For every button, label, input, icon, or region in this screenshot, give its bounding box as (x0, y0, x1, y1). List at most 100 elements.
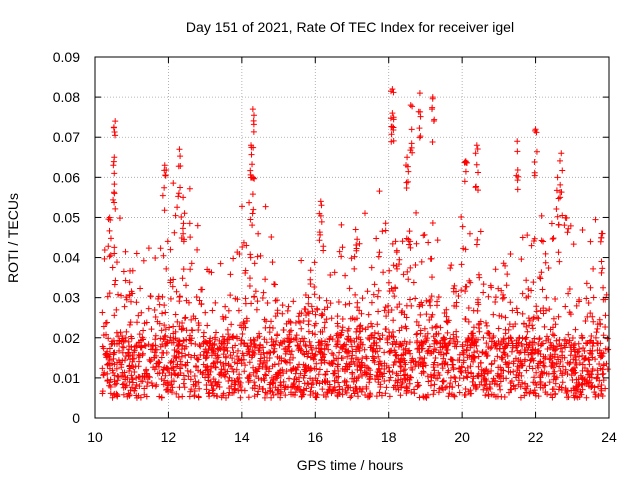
data-point (225, 307, 232, 314)
data-point (303, 348, 310, 355)
data-point (196, 385, 203, 392)
data-point (196, 297, 203, 304)
data-point (425, 378, 432, 385)
data-point (365, 311, 372, 318)
data-point (175, 342, 182, 349)
data-point (368, 264, 375, 271)
data-point (143, 370, 150, 377)
data-point (102, 320, 109, 327)
data-point (446, 383, 453, 390)
data-point (514, 138, 521, 145)
data-point (145, 245, 152, 252)
data-point (367, 367, 374, 374)
data-point (550, 346, 557, 353)
data-point (127, 298, 134, 305)
data-point (175, 371, 182, 378)
data-point (159, 192, 166, 199)
data-point (359, 385, 366, 392)
data-point (366, 336, 373, 343)
data-point (406, 241, 413, 248)
data-point (342, 272, 349, 279)
data-point (470, 324, 477, 331)
data-point (103, 319, 110, 326)
data-point (451, 343, 458, 350)
data-point (183, 327, 190, 334)
data-point (427, 302, 434, 309)
data-point (404, 163, 411, 170)
data-point (570, 356, 577, 363)
data-point (524, 328, 531, 335)
data-point (495, 325, 502, 332)
data-point (125, 350, 132, 357)
data-point (529, 355, 536, 362)
data-point (396, 327, 403, 334)
data-point (152, 255, 159, 262)
data-point (245, 394, 252, 401)
data-point (539, 286, 546, 293)
data-point (338, 221, 345, 228)
data-point (551, 332, 558, 339)
data-point (133, 299, 140, 306)
data-point (297, 319, 304, 326)
data-point (307, 267, 314, 274)
data-point (233, 366, 240, 373)
data-point (164, 386, 171, 393)
data-point (210, 386, 217, 393)
data-point (137, 394, 144, 401)
data-point (382, 390, 389, 397)
data-point (572, 369, 579, 376)
data-point (401, 366, 408, 373)
data-point (473, 183, 480, 190)
data-point (600, 370, 607, 377)
data-point (561, 222, 568, 229)
x-tick-label: 22 (528, 429, 544, 445)
data-point (273, 297, 280, 304)
data-point (176, 365, 183, 372)
data-point (260, 359, 267, 366)
data-point (519, 379, 526, 386)
data-point (238, 387, 245, 394)
data-point (302, 342, 309, 349)
data-point (274, 374, 281, 381)
data-point (278, 390, 285, 397)
data-point (122, 248, 129, 255)
data-point (346, 285, 353, 292)
data-point (516, 369, 523, 376)
data-point (249, 191, 256, 198)
data-point (115, 291, 122, 298)
data-point (100, 323, 107, 330)
data-point (390, 89, 397, 96)
data-point (220, 360, 227, 367)
data-point (245, 346, 252, 353)
data-point (559, 372, 566, 379)
data-point (480, 281, 487, 288)
data-point (552, 321, 559, 328)
data-point (226, 389, 233, 396)
data-point (351, 253, 358, 260)
data-point (504, 352, 511, 359)
data-point (270, 376, 277, 383)
data-point (170, 276, 177, 283)
data-point (462, 168, 469, 175)
data-point (448, 356, 455, 363)
data-point (562, 303, 569, 310)
data-point (482, 392, 489, 399)
data-point (307, 375, 314, 382)
data-point (447, 380, 454, 387)
data-point (344, 353, 351, 360)
data-point (187, 266, 194, 273)
data-point (598, 381, 605, 388)
data-point (581, 376, 588, 383)
data-point (158, 376, 165, 383)
data-point (406, 376, 413, 383)
data-point (429, 219, 436, 226)
data-point (215, 354, 222, 361)
data-point (532, 346, 539, 353)
data-point (400, 346, 407, 353)
data-point (178, 214, 185, 221)
data-point (181, 210, 188, 217)
data-point (525, 286, 532, 293)
data-point (110, 196, 117, 203)
data-point (523, 323, 530, 330)
data-point (186, 220, 193, 227)
